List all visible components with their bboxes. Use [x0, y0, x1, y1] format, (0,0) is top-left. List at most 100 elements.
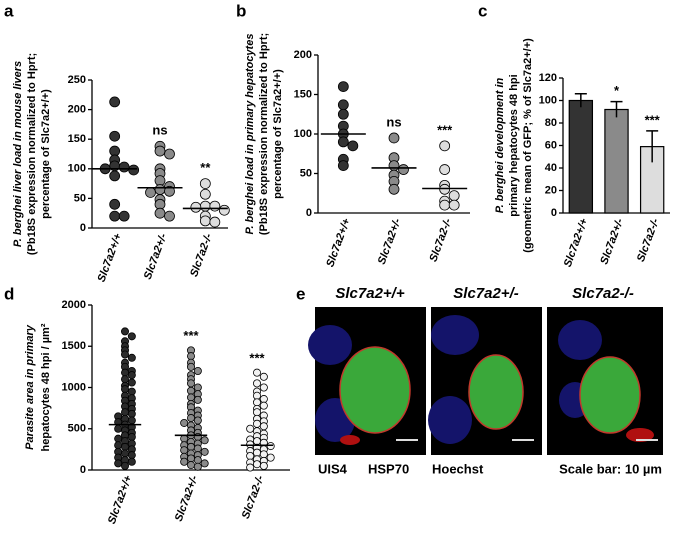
data-point: [259, 383, 268, 392]
y-tick-label: 0: [80, 464, 86, 476]
data-point: [252, 460, 261, 469]
data-point: [199, 178, 211, 190]
data-point: [193, 383, 202, 392]
x-tick-label: Slc7a2+/-: [598, 217, 626, 267]
data-point: [252, 391, 261, 400]
data-point: [259, 450, 268, 459]
channel-label: Hoechst: [432, 461, 484, 476]
data-point: [388, 160, 400, 172]
micrograph-panel: Slc7a2+/+ Slc7a2+/- Slc7a2-/- UIS4: [308, 285, 663, 476]
channel-label: HSP70: [368, 461, 409, 476]
data-point: [164, 148, 175, 160]
data-point: [121, 385, 130, 394]
data-point: [109, 170, 121, 182]
data-point: [252, 398, 261, 407]
data-point: [180, 446, 189, 455]
y-tick-label: 0: [306, 207, 312, 219]
y-tick-label: 150: [294, 88, 312, 100]
error-bar: [610, 100, 623, 118]
data-point: [218, 204, 230, 216]
x-tick-label: Slc7a2-/-: [240, 474, 267, 521]
data-point: [252, 437, 261, 446]
data-point: [186, 352, 195, 361]
data-point: [193, 444, 202, 453]
data-point: [246, 463, 255, 472]
data-point: [439, 199, 451, 211]
data-point: [347, 140, 359, 152]
data-point: [199, 200, 211, 212]
data-point: [121, 350, 130, 359]
data-point: [209, 200, 221, 212]
data-point: [388, 183, 400, 195]
data-point: [127, 457, 136, 466]
data-point: [246, 451, 255, 460]
x-tick-label: Slc7a2-/-: [635, 217, 662, 264]
error-bar: [646, 130, 659, 163]
data-point: [109, 198, 121, 210]
data-point: [121, 408, 130, 417]
data-point: [127, 353, 136, 362]
data-point: [200, 459, 209, 468]
data-point: [259, 401, 268, 410]
data-point: [193, 456, 202, 465]
y-tick-label: 100: [68, 163, 86, 175]
data-point: [259, 372, 268, 381]
y-axis-label: Parasite area in primary: [24, 324, 36, 450]
y-axis-label: P. berghei development in: [494, 77, 506, 213]
data-point: [200, 447, 209, 456]
data-point: [127, 387, 136, 396]
data-point: [337, 136, 349, 148]
significance: ***: [249, 350, 265, 365]
data-point: [186, 454, 195, 463]
data-point: [118, 161, 130, 173]
y-axis-label: (geometric mean of GFP; % of Slc7a2+/+): [522, 38, 534, 253]
data-point: [209, 216, 221, 228]
y-axis-label: primary hepatocytes 48 hpi: [508, 74, 520, 216]
data-point: [337, 99, 349, 111]
data-point: [199, 188, 211, 200]
data-point: [114, 441, 123, 450]
scale-bar-label: Scale bar: 10 µm: [559, 461, 662, 476]
data-point: [193, 462, 202, 471]
data-point: [398, 164, 409, 175]
data-point: [127, 416, 136, 425]
y-tick-label: 1500: [62, 340, 86, 352]
panel-letter: d: [4, 284, 14, 303]
data-point: [193, 416, 202, 425]
y-tick-label: 2000: [62, 299, 86, 311]
y-tick-label: 40: [545, 162, 557, 174]
x-tick-label: Slc7a2+/-: [173, 474, 201, 524]
data-point: [121, 442, 130, 451]
data-point: [180, 418, 189, 427]
y-axis-label: percentage of Slc7a2+/+): [40, 89, 52, 219]
panel-letter: a: [4, 1, 14, 20]
y-tick-label: 150: [68, 133, 86, 145]
y-tick-label: 200: [68, 104, 86, 116]
data-point: [439, 140, 451, 152]
error-bar: [574, 93, 587, 108]
y-tick-label: 50: [74, 192, 86, 204]
data-point: [109, 96, 121, 108]
micrograph: [428, 307, 542, 455]
data-point: [164, 185, 175, 197]
significance: ***: [183, 328, 199, 343]
panel-letter: b: [236, 1, 246, 20]
data-point: [448, 190, 460, 202]
significance: ns: [386, 114, 401, 129]
data-point: [186, 393, 195, 402]
x-tick-label: Slc7a2+/+: [562, 216, 591, 268]
data-point: [246, 424, 255, 433]
y-tick-label: 80: [545, 117, 557, 129]
data-point: [252, 448, 261, 457]
bar: [568, 99, 594, 214]
data-point: [164, 210, 175, 222]
y-axis-label: (Pb18S expression normalized to Hprt;: [26, 53, 38, 255]
data-point: [118, 210, 130, 222]
significance: ***: [645, 112, 661, 127]
data-point: [337, 108, 349, 120]
panel-letter: e: [296, 284, 305, 303]
y-tick-label: 500: [68, 423, 86, 435]
data-point: [127, 451, 136, 460]
data-point: [259, 422, 268, 431]
